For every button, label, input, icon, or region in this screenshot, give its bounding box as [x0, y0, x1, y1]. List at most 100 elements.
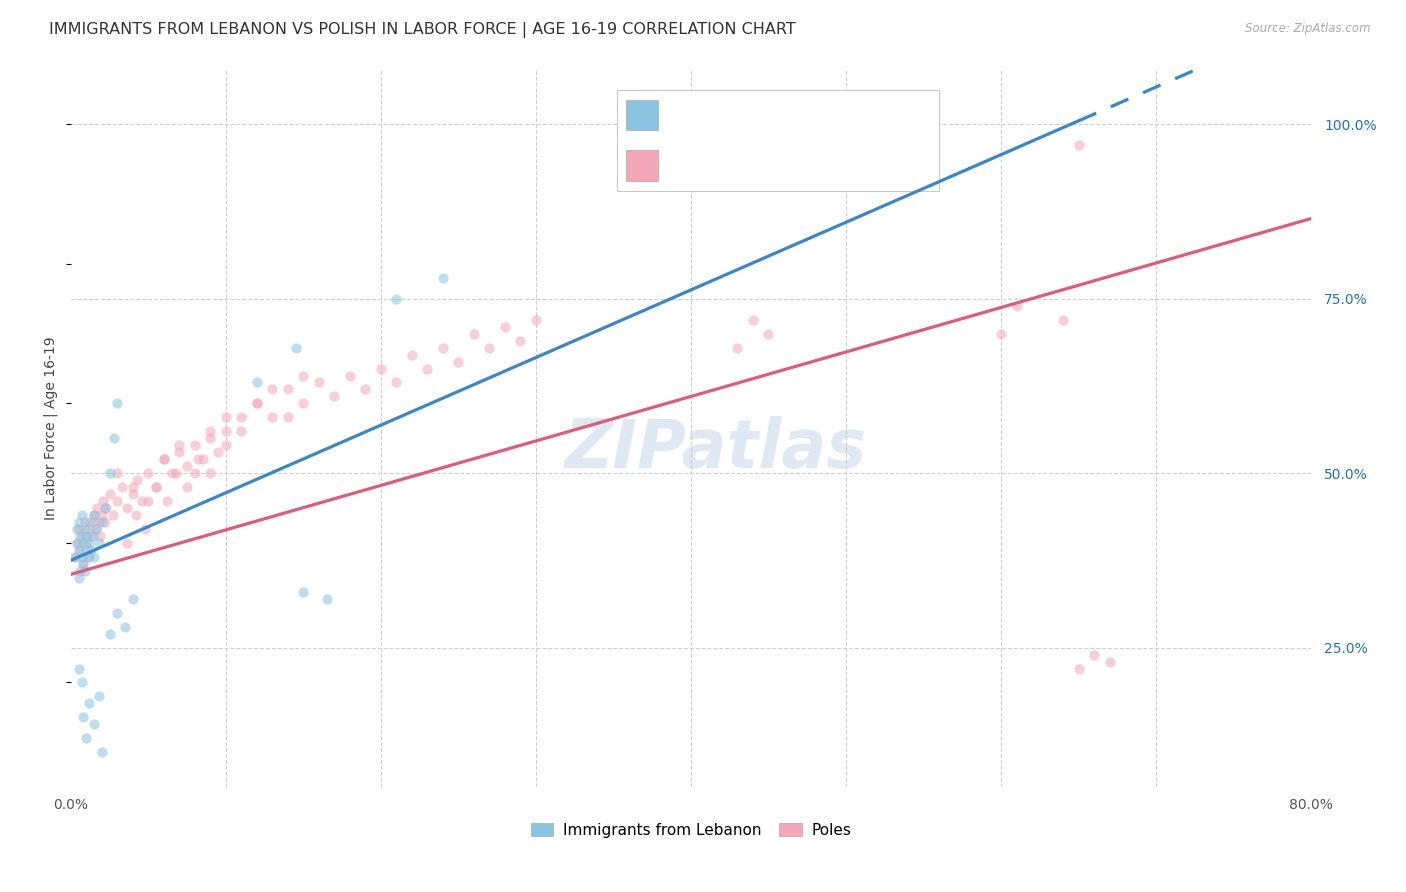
Point: [200, 431, 222, 445]
Text: ZIPatlas: ZIPatlas: [565, 417, 866, 483]
Point: [67, 522, 90, 536]
Point: [79, 697, 101, 711]
Point: [215, 410, 238, 425]
Point: [1005, 299, 1028, 313]
Point: [127, 473, 149, 487]
Point: [494, 319, 516, 334]
Point: [67, 543, 90, 558]
Point: [73, 564, 96, 578]
Point: [105, 466, 128, 480]
Point: [153, 452, 176, 467]
Point: [79, 536, 101, 550]
Point: [67, 661, 90, 675]
Point: [176, 480, 198, 494]
Point: [66, 522, 89, 536]
Point: [134, 522, 156, 536]
Point: [277, 383, 299, 397]
Point: [277, 410, 299, 425]
Point: [94, 501, 117, 516]
Point: [69, 529, 91, 543]
Point: [82, 529, 104, 543]
Point: [292, 368, 315, 383]
Point: [184, 438, 207, 452]
Point: [742, 312, 765, 326]
Point: [75, 536, 97, 550]
Point: [114, 620, 136, 634]
Point: [69, 543, 91, 558]
Point: [385, 292, 408, 306]
Point: [292, 396, 315, 410]
Point: [66, 536, 89, 550]
Point: [89, 529, 111, 543]
Point: [1067, 661, 1090, 675]
Y-axis label: In Labor Force | Age 16-19: In Labor Force | Age 16-19: [44, 336, 58, 520]
Point: [145, 480, 167, 494]
Point: [73, 515, 96, 529]
Point: [84, 522, 107, 536]
Point: [165, 466, 187, 480]
Point: [83, 717, 105, 731]
Point: [82, 515, 104, 529]
Point: [284, 341, 307, 355]
Point: [447, 354, 470, 368]
Point: [478, 341, 501, 355]
Point: [524, 312, 547, 326]
Point: [111, 480, 134, 494]
Point: [67, 571, 90, 585]
Point: [246, 396, 269, 410]
Point: [101, 508, 124, 522]
Point: [231, 425, 253, 439]
Point: [401, 348, 423, 362]
Point: [83, 508, 105, 522]
Point: [70, 675, 93, 690]
Point: [94, 515, 117, 529]
Point: [121, 487, 143, 501]
Point: [509, 334, 531, 348]
Point: [370, 361, 392, 376]
Point: [153, 452, 176, 467]
Point: [72, 557, 94, 571]
Point: [758, 326, 780, 341]
Point: [262, 383, 284, 397]
Point: [191, 452, 214, 467]
Point: [207, 445, 229, 459]
Point: [215, 438, 238, 452]
Point: [115, 536, 138, 550]
Point: [187, 452, 209, 467]
Point: [90, 745, 112, 759]
Point: [70, 549, 93, 564]
Point: [416, 361, 439, 376]
Point: [246, 396, 269, 410]
Point: [1052, 312, 1074, 326]
Point: [1083, 648, 1105, 662]
Point: [292, 584, 315, 599]
Point: [79, 515, 101, 529]
Point: [432, 341, 454, 355]
Point: [262, 410, 284, 425]
Point: [121, 480, 143, 494]
Point: [145, 480, 167, 494]
Point: [98, 626, 121, 640]
Point: [65, 549, 87, 564]
Point: [83, 508, 105, 522]
Point: [200, 425, 222, 439]
Legend: Immigrants from Lebanon, Poles: Immigrants from Lebanon, Poles: [524, 817, 858, 844]
Point: [75, 731, 97, 746]
Point: [315, 591, 337, 606]
Point: [69, 564, 91, 578]
Point: [66, 536, 89, 550]
Point: [72, 557, 94, 571]
Point: [125, 508, 148, 522]
Point: [96, 501, 118, 516]
Point: [156, 494, 179, 508]
Point: [385, 376, 408, 390]
Point: [463, 326, 485, 341]
Point: [1098, 655, 1121, 669]
Point: [90, 508, 112, 522]
Point: [115, 501, 138, 516]
Point: [80, 529, 103, 543]
Point: [169, 445, 191, 459]
Point: [86, 501, 108, 516]
Point: [98, 466, 121, 480]
Point: [76, 549, 98, 564]
